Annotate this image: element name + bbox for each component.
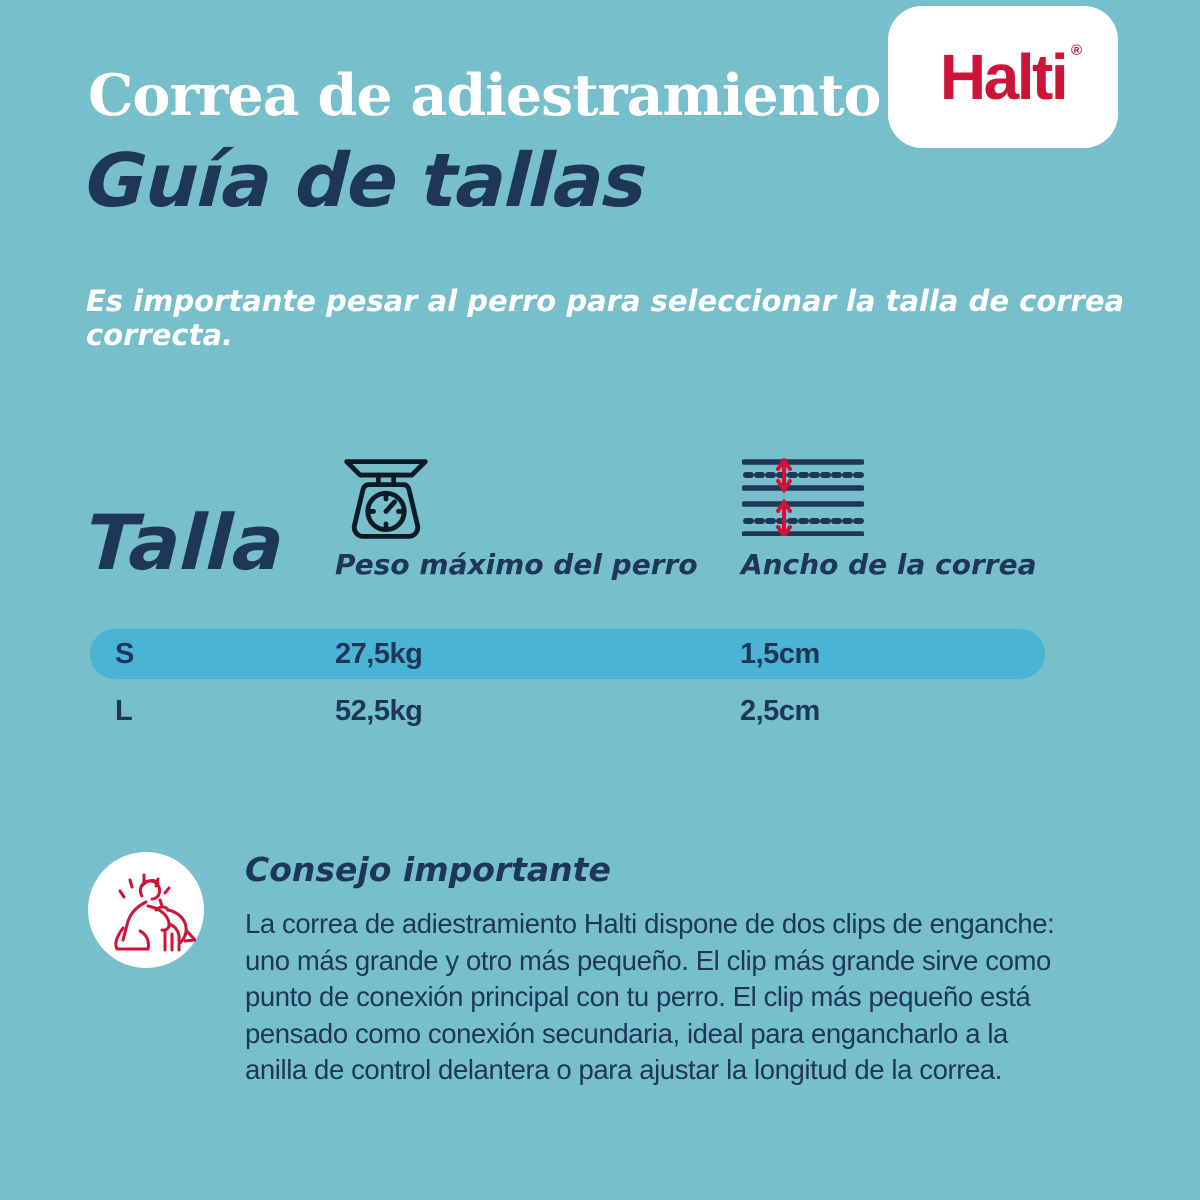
page-title: Guía de tallas [84, 138, 648, 224]
tip-body-line: uno más grande y otro más pequeño. El cl… [245, 944, 1051, 976]
size-cell: L [115, 694, 133, 727]
strap-width-cell: 2,5cm [740, 694, 820, 727]
intro-text: Es importante pesar al perro para selecc… [86, 284, 1125, 352]
leash-width-icon [742, 458, 864, 536]
tip-body-line: punto de conexión principal con tu perro… [245, 981, 1031, 1012]
product-title: Correa de adiestramiento [88, 62, 882, 129]
width-arrow [776, 458, 792, 536]
registered-trademark-mark: ® [1071, 42, 1083, 59]
kitchen-scale-icon [340, 456, 432, 542]
brand-logo-box: Halti ® [888, 6, 1118, 148]
column-label-strap-width: Ancho de la correa [741, 548, 1037, 581]
table-row-size-l: L 52,5kg 2,5cm [90, 686, 1045, 736]
max-weight-cell: 27,5kg [335, 637, 423, 670]
tip-body-line: pensado como conexión secundaria, ideal … [245, 1017, 1008, 1049]
max-weight-cell: 52,5kg [335, 694, 423, 727]
size-column-heading: Talla [84, 498, 287, 587]
tip-body: La correa de adiestramiento Halti dispon… [245, 906, 1055, 1089]
person-petting-dog-icon [96, 860, 196, 960]
brand-logo: Halti ® [940, 43, 1082, 109]
tip-body-line: La correa de adiestramiento Halti dispon… [245, 908, 1055, 939]
strap-width-cell: 1,5cm [740, 637, 820, 670]
tip-body-line: anilla de control delantera o para ajust… [245, 1054, 1003, 1085]
size-cell: S [115, 637, 134, 670]
table-row-size-s: S 27,5kg 1,5cm [90, 629, 1045, 679]
column-label-max-weight: Peso máximo del perro [335, 548, 698, 581]
brand-name: Halti [939, 41, 1069, 113]
tip-title: Consejo importante [245, 850, 611, 889]
tip-icon-circle [88, 852, 204, 968]
